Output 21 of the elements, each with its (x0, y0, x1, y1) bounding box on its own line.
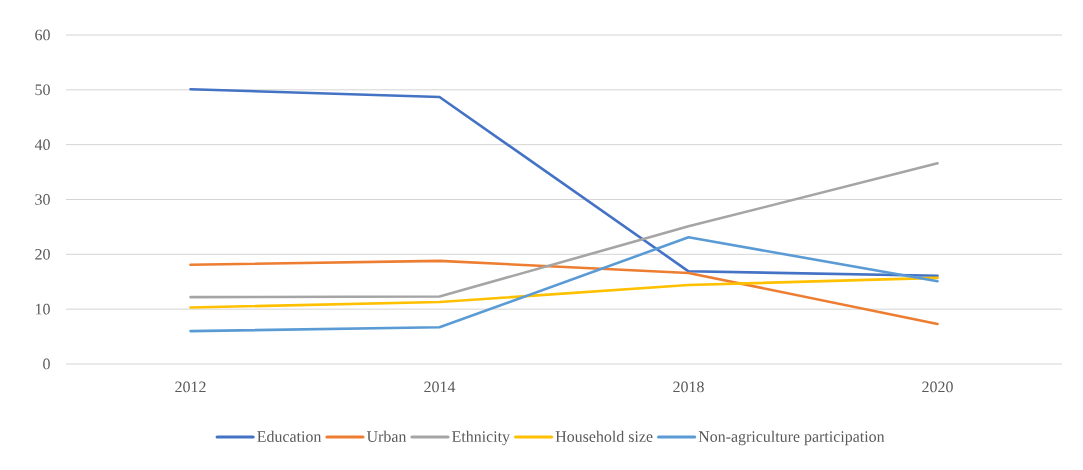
x-tick-label: 2014 (424, 381, 456, 393)
y-tick-label: 30 (35, 194, 50, 205)
legend-label: Urban (366, 430, 407, 442)
legend-label: Non-agriculture participation (698, 430, 885, 446)
line-series (189, 87, 939, 277)
y-tick-label: 40 (34, 139, 50, 151)
x-tick-label: 2020 (922, 381, 953, 393)
legend-label: Education (257, 430, 322, 442)
y-tick-label: 60 (35, 29, 50, 41)
y-tick-label: 50 (35, 84, 50, 96)
legend-label: Ethnicity (452, 430, 510, 446)
line-series (189, 161, 939, 299)
y-tick-label: 20 (35, 248, 50, 260)
legend-label: Household size (555, 430, 653, 442)
x-tick-label: 2018 (673, 381, 704, 393)
x-tick-label: 2012 (175, 381, 206, 393)
y-tick-label: 0 (43, 358, 50, 370)
line-series (189, 259, 939, 326)
line-series (189, 236, 939, 333)
y-tick-label: 10 (35, 303, 50, 315)
line-series (189, 276, 939, 309)
